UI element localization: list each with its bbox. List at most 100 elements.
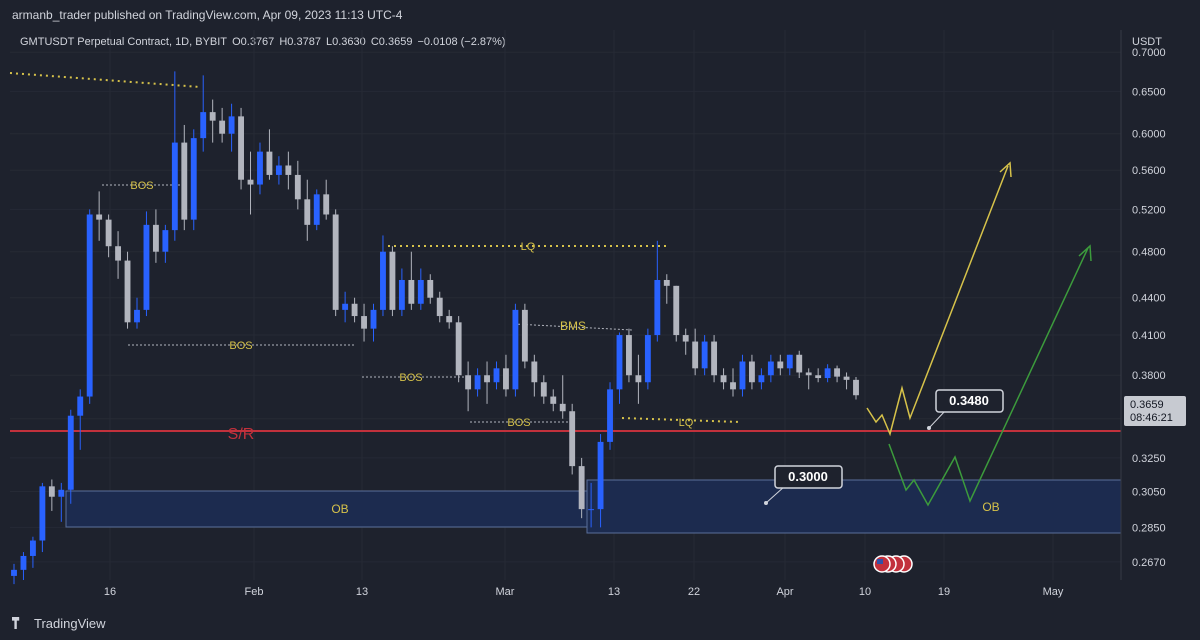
candle-body (238, 116, 244, 180)
candle-body (484, 375, 490, 383)
candle-body (616, 335, 623, 390)
candle-body (701, 341, 708, 369)
candle-body (20, 555, 27, 570)
y-tick-label: 0.3250 (1132, 453, 1166, 465)
candle-body (673, 285, 680, 336)
y-tick-label: 0.3050 (1132, 487, 1166, 499)
candle-body (465, 375, 472, 390)
ohlc-high: H0.3787 (279, 36, 321, 48)
candle-body (720, 375, 727, 383)
candle-body (200, 112, 207, 139)
candle-body (626, 335, 632, 376)
symbol-name[interactable]: GMTUSDT Perpetual Contract, 1D, BYBIT (20, 36, 228, 48)
candle-body (115, 246, 122, 261)
ob-label-left: OB (331, 502, 348, 516)
candle-body (389, 251, 396, 310)
x-tick-label: Feb (245, 586, 264, 598)
y-tick-label: 0.4800 (1132, 247, 1166, 259)
tradingview-logo-icon (12, 617, 20, 629)
events-flag-icon[interactable] (873, 555, 913, 573)
candle-body (503, 368, 509, 390)
candle-body (824, 368, 831, 379)
candle-body (86, 214, 93, 397)
candle-body (739, 361, 746, 390)
candle-body (380, 251, 386, 310)
candle-body (588, 509, 595, 511)
candle-body (834, 368, 841, 377)
candle-body (446, 316, 453, 323)
candle-body (654, 279, 661, 336)
callout-pointer-2 (765, 485, 786, 504)
y-tick-label: 0.2850 (1132, 522, 1166, 534)
y-tick-label: 0.2670 (1132, 557, 1166, 569)
bos-label-4: BOS (507, 417, 530, 429)
candle-body (332, 214, 339, 310)
candle-body (559, 403, 566, 412)
y-tick-label: 0.4100 (1132, 330, 1166, 342)
price-axis[interactable]: 0.7000 0.6500 0.6000 0.5600 0.5200 0.4800 0.44… (1132, 47, 1166, 569)
candle-body (48, 486, 55, 497)
candle-body (786, 354, 793, 369)
ob-label-right: OB (982, 500, 999, 514)
candle-body (550, 396, 557, 404)
candle-body (228, 116, 235, 134)
candle-body (219, 120, 226, 134)
ob-zone-left (65, 490, 615, 528)
candle-body (531, 361, 538, 383)
footer-bar (0, 608, 1200, 640)
candle-body (247, 179, 254, 185)
projection-green-arrowhead (1078, 244, 1092, 262)
candle-body (190, 138, 197, 220)
candle-body (663, 279, 670, 286)
candle-body (58, 489, 65, 497)
symbol-legend[interactable]: GMTUSDT Perpetual Contract, 1D, BYBIT O0… (20, 36, 508, 48)
candle-body (77, 396, 84, 416)
x-tick-label: Apr (776, 586, 793, 598)
ob-zone-right (586, 479, 1122, 534)
candle-body (323, 194, 330, 215)
candle-body (134, 309, 140, 323)
candle-body (11, 569, 17, 576)
candle-body (304, 199, 311, 225)
projection-yellow-arrowhead (999, 161, 1012, 178)
candle-body (181, 142, 188, 220)
candle-body (540, 382, 547, 397)
candle-body (96, 214, 103, 220)
callout-dot-1 (927, 426, 931, 430)
candle-body (257, 151, 263, 185)
x-tick-label: 13 (608, 586, 620, 598)
candle-body (351, 303, 358, 317)
lq-line-top-left (9, 72, 201, 88)
candle-body (455, 322, 462, 376)
candle-body (285, 165, 292, 175)
candle-body (209, 112, 216, 121)
x-tick-label: 13 (356, 586, 368, 598)
y-tick-label: 0.3800 (1132, 370, 1166, 382)
candle-body (436, 297, 443, 317)
last-price-badge (1124, 396, 1186, 426)
candle-body (408, 279, 415, 304)
candle-body (815, 375, 822, 379)
y-tick-label: 0.7000 (1132, 47, 1166, 59)
currency-label: USDT (1132, 36, 1162, 48)
bos-label-3: BOS (399, 372, 422, 384)
candle-body (512, 309, 519, 390)
lq-label-1: LQ (521, 241, 536, 253)
projection-yellow (866, 165, 1009, 437)
candle-body (493, 368, 500, 383)
tradingview-logo[interactable]: TradingView (12, 616, 106, 631)
candle-body (730, 382, 736, 390)
candle-body (275, 165, 282, 175)
candle-body (313, 194, 320, 225)
x-tick-label: May (1043, 586, 1064, 598)
candle-body (152, 224, 159, 252)
time-axis[interactable]: 16 Feb 13 Mar 13 22 Apr 10 19 May (104, 586, 1064, 598)
candle-body (748, 361, 755, 383)
callout-dot-2 (764, 501, 768, 505)
candle-body (29, 540, 36, 556)
candle-body (777, 361, 784, 369)
y-tick-label: 0.6500 (1132, 86, 1166, 98)
candle-body (635, 375, 642, 383)
candle-body (361, 316, 367, 329)
